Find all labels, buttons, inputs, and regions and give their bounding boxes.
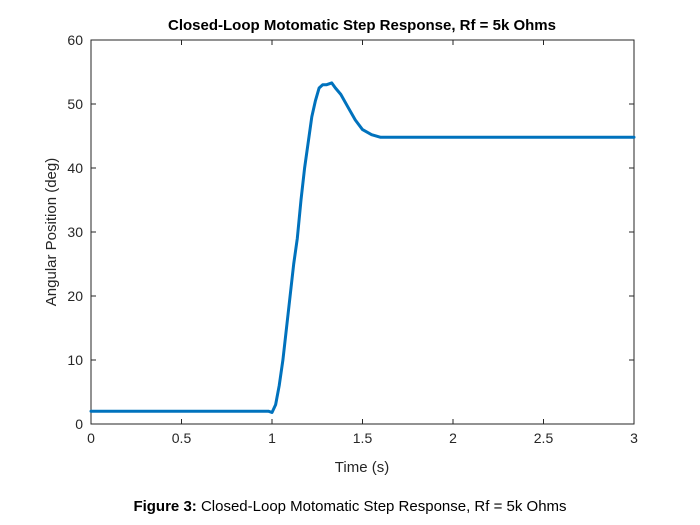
x-tick-label: 3 bbox=[630, 430, 638, 446]
chart: Closed-Loop Motomatic Step Response, Rf … bbox=[43, 17, 638, 476]
y-tick-label: 40 bbox=[67, 160, 83, 176]
x-axis-ticks: 0 0.5 1 1.5 2 2.5 3 bbox=[87, 40, 638, 446]
figure-caption-text: Closed-Loop Motomatic Step Response, Rf … bbox=[200, 498, 567, 515]
y-tick-label: 10 bbox=[67, 352, 83, 368]
y-tick-label: 20 bbox=[67, 288, 83, 304]
y-tick-label: 50 bbox=[67, 96, 83, 112]
x-tick-label: 2.5 bbox=[534, 430, 554, 446]
chart-title: Closed-Loop Motomatic Step Response, Rf … bbox=[168, 17, 556, 34]
y-tick-label: 30 bbox=[67, 224, 83, 240]
plot-area bbox=[90, 39, 635, 425]
x-tick-label: 1.5 bbox=[353, 430, 373, 446]
x-tick-label: 2 bbox=[449, 430, 457, 446]
y-axis-label: Angular Position (deg) bbox=[43, 158, 60, 306]
x-tick-label: 0 bbox=[87, 430, 95, 446]
x-axis-label: Time (s) bbox=[335, 459, 389, 476]
series-line bbox=[89, 81, 636, 414]
y-axis-ticks: 0 10 20 30 40 50 60 bbox=[67, 32, 634, 432]
y-tick-label: 0 bbox=[75, 416, 83, 432]
y-tick-label: 60 bbox=[67, 32, 83, 48]
x-tick-label: 1 bbox=[268, 430, 276, 446]
figure-caption-label: Figure 3: bbox=[133, 498, 197, 515]
x-tick-label: 0.5 bbox=[172, 430, 192, 446]
figure-caption: Figure 3: Closed-Loop Motomatic Step Res… bbox=[0, 498, 700, 515]
